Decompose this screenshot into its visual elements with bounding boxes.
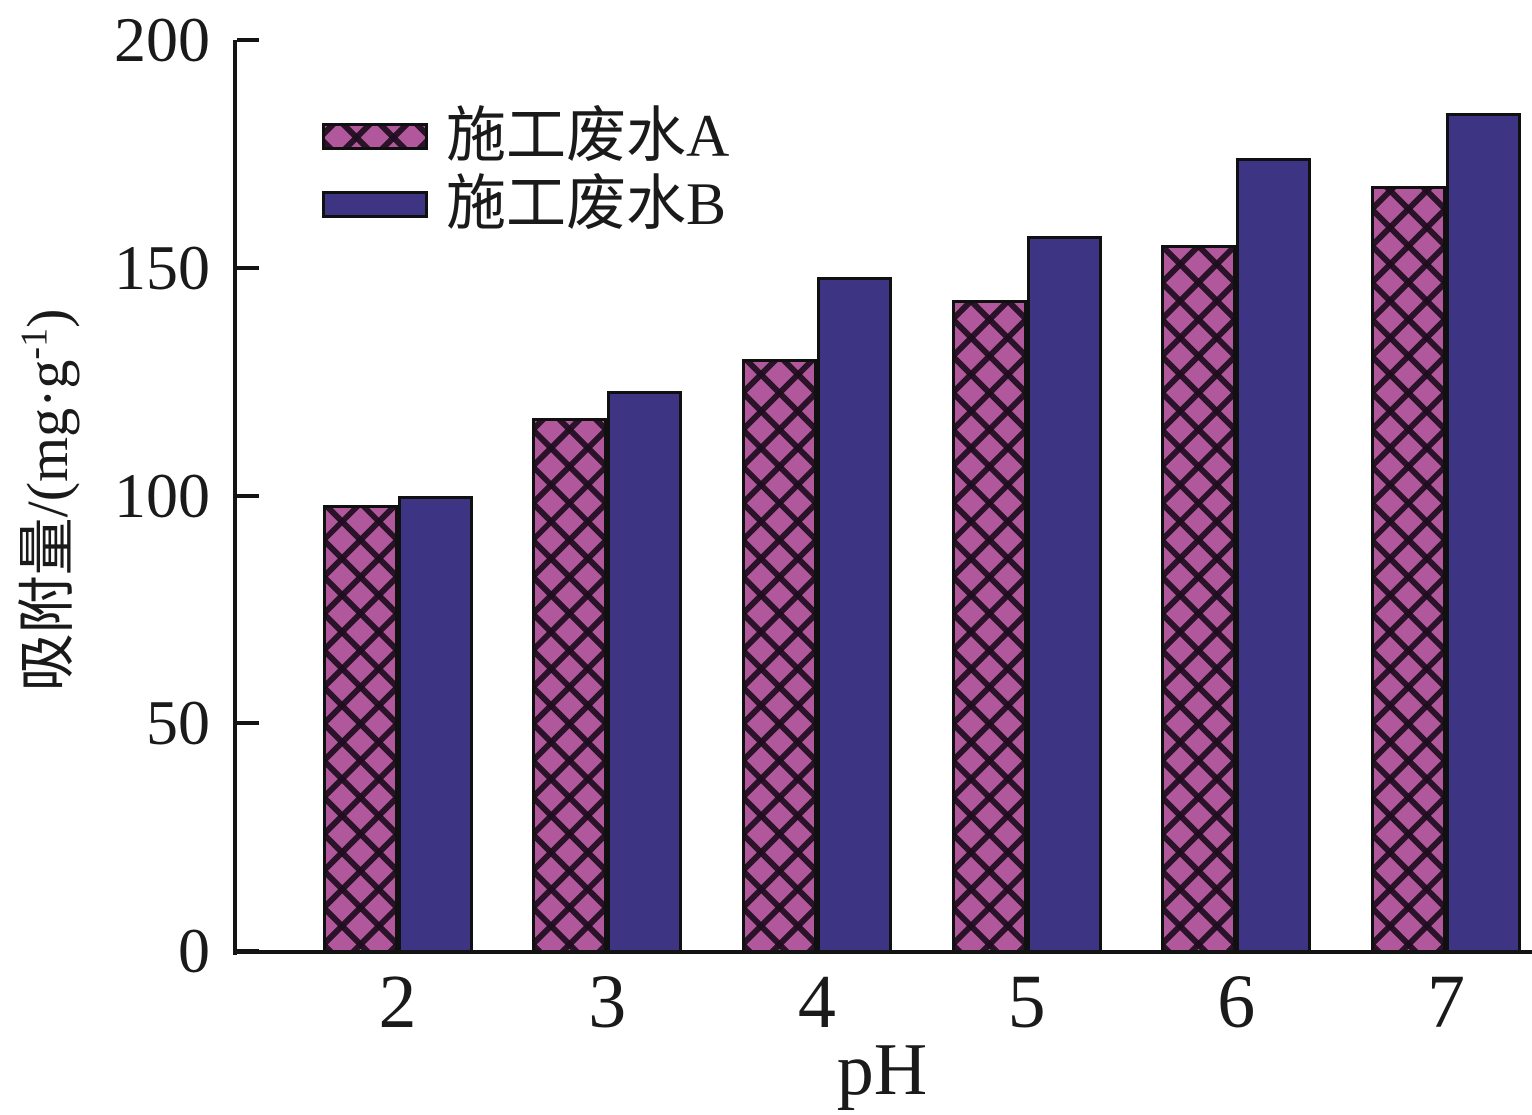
- legend-item-b: 施工废水B: [322, 170, 729, 238]
- x-tick-label-2: 2: [378, 960, 417, 1044]
- y-axis-title-close-paren: ): [15, 308, 80, 328]
- bar-series-a-ph7: [1371, 185, 1446, 954]
- bar-series-a-ph2: [322, 504, 398, 954]
- x-tick-label-5: 5: [1007, 960, 1046, 1044]
- bar-series-b-ph4: [816, 276, 892, 954]
- y-tick-100: [237, 493, 259, 498]
- bar-series-b-ph7: [1446, 112, 1521, 954]
- y-axis-title-superscript: -1: [13, 327, 56, 360]
- legend-swatch-series-a: [322, 122, 428, 150]
- bar-series-a-ph6: [1161, 244, 1237, 954]
- y-tick-200: [237, 38, 259, 42]
- legend-item-a: 施工废水A: [322, 102, 729, 170]
- legend-swatch-series-b: [322, 190, 428, 218]
- bar-series-a-ph4: [741, 358, 817, 954]
- x-tick-label-3: 3: [588, 960, 627, 1044]
- y-tick-label-0: 0: [178, 915, 210, 986]
- y-tick-50: [237, 721, 259, 726]
- x-axis-line: [233, 950, 1532, 954]
- bar-series-b-ph6: [1236, 158, 1312, 954]
- x-tick-label-4: 4: [797, 960, 836, 1044]
- y-tick-label-150: 150: [114, 231, 210, 303]
- legend-label-series-a: 施工废水A: [446, 103, 730, 169]
- bar-series-a-ph3: [532, 418, 608, 954]
- legend: 施工废水A 施工废水B: [322, 102, 729, 238]
- bar-series-b-ph5: [1026, 235, 1102, 954]
- y-tick-label-50: 50: [146, 687, 210, 759]
- bar-series-b-ph2: [397, 495, 473, 954]
- y-tick-0: [237, 949, 259, 953]
- x-axis-title: pH: [836, 1029, 928, 1111]
- y-tick-label-200: 200: [114, 4, 210, 75]
- x-tick-label-6: 6: [1217, 960, 1256, 1044]
- bar-series-b-ph3: [607, 390, 683, 954]
- y-tick-label-100: 100: [114, 459, 210, 531]
- legend-label-series-b: 施工废水B: [446, 171, 727, 237]
- y-tick-150: [237, 265, 259, 270]
- y-axis-line: [233, 40, 237, 955]
- x-tick-label-7: 7: [1427, 960, 1465, 1044]
- bar-series-a-ph5: [951, 299, 1027, 954]
